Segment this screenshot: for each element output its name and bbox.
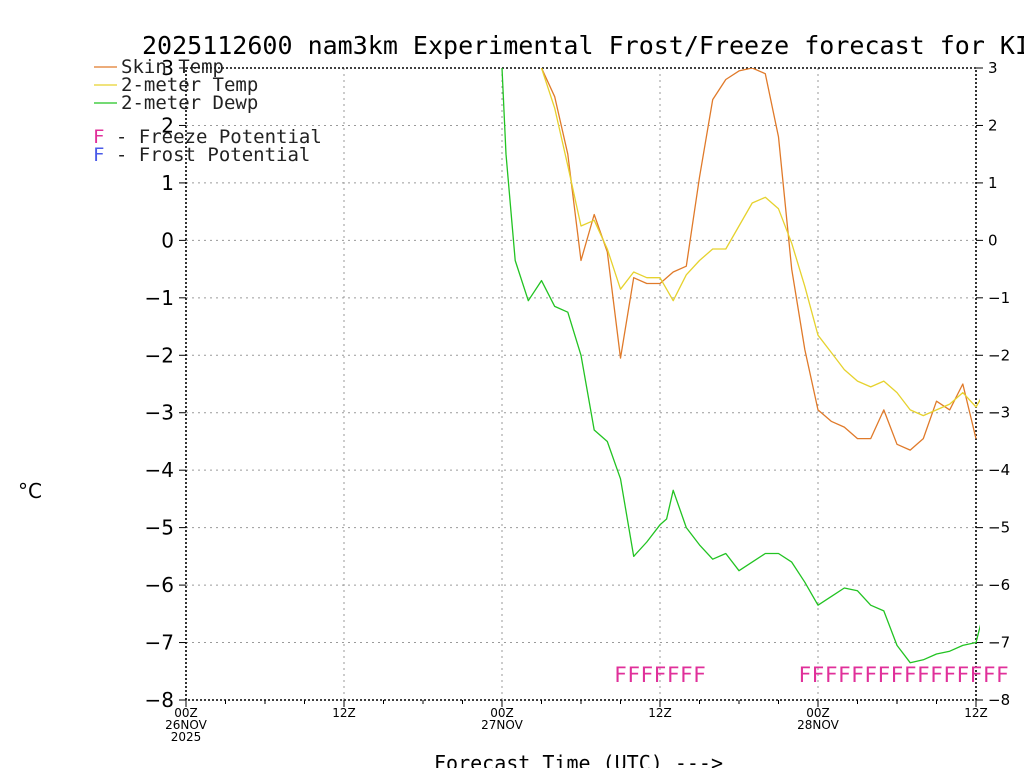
freeze-flag: F [996, 663, 1009, 687]
y-tick-label-left: −3 [145, 401, 174, 425]
y-tick-label-right: −5 [988, 519, 1010, 537]
series-line-skin-temp [540, 68, 977, 451]
freeze-flag: F [864, 663, 877, 687]
series-line-2-meter-temp [540, 68, 980, 417]
y-tick-label-left: −7 [145, 631, 174, 655]
y-tick-label-right: 0 [988, 231, 998, 249]
legend-flag-entry: F - Freeze Potential [93, 126, 322, 148]
legend-label: 2-meter Dewp [121, 92, 258, 114]
freeze-flag: F [891, 663, 904, 687]
x-tick-label: 12Z [332, 706, 356, 720]
y-tick-label-left: −6 [145, 573, 174, 597]
y-tick-label-right: 3 [988, 59, 998, 77]
x-tick-label: 28NOV [797, 718, 839, 732]
freeze-flag: F [641, 663, 654, 687]
y-tick-label-right: −7 [988, 634, 1010, 652]
x-tick-label: 00Z [174, 706, 198, 720]
freeze-flag: F [970, 663, 983, 687]
legend-flag-entry: F - Frost Potential [93, 144, 310, 166]
legend-label: Skin Temp [121, 56, 224, 78]
y-tick-label-right: −8 [988, 691, 1010, 709]
freeze-flag: F [614, 663, 627, 687]
x-tick-label: 00Z [490, 706, 514, 720]
y-axis-right: 3 2 1 0 −1 −2 −3 −4 −5 −6 −7 −8 [988, 59, 1010, 709]
y-tick-label-right: −2 [988, 346, 1010, 364]
y-tick-label-left: −4 [145, 458, 174, 482]
freeze-flag: F [957, 663, 970, 687]
freeze-flag: F [917, 663, 930, 687]
legend-flag-text: - Frost Potential [104, 144, 310, 166]
y-tick-label-left: 1 [161, 171, 174, 195]
y-tick-label-right: 2 [988, 116, 998, 134]
y-axis-label: °C [18, 479, 42, 503]
y-tick-label-right: −1 [988, 289, 1010, 307]
y-tick-label-right: −3 [988, 404, 1010, 422]
legend-flag-symbol: F [93, 126, 104, 148]
plot-frame [185, 67, 977, 701]
freeze-flag: F [812, 663, 825, 687]
series-lines [501, 68, 980, 664]
freeze-flag: F [627, 663, 640, 687]
legend-flag-text: - Freeze Potential [104, 126, 321, 148]
series-line-2-meter-dewp [501, 68, 980, 664]
freeze-flag: F [838, 663, 851, 687]
freeze-flag: F [904, 663, 917, 687]
x-tick-label: 12Z [964, 706, 988, 720]
freeze-flag: F [680, 663, 693, 687]
legend-label: 2-meter Temp [121, 74, 258, 96]
freeze-flag: F [983, 663, 996, 687]
y-tick-label-left: −1 [145, 286, 174, 310]
freeze-flag: F [878, 663, 891, 687]
x-tick-label: 27NOV [481, 718, 523, 732]
freeze-flag: F [930, 663, 943, 687]
freeze-flag: F [654, 663, 667, 687]
y-tick-label-right: −4 [988, 461, 1010, 479]
y-tick-label-left: −2 [145, 343, 174, 367]
x-axis-label: Forecast Time (UTC) ---> [434, 751, 723, 768]
plot-axes [179, 67, 983, 707]
y-tick-label-right: −6 [988, 576, 1010, 594]
y-tick-label-left: −8 [145, 688, 174, 712]
y-tick-label-left: 3 [161, 56, 174, 80]
x-tick-label: 12Z [648, 706, 672, 720]
freeze-flag: F [693, 663, 706, 687]
freeze-flag: F [943, 663, 956, 687]
freeze-flag: F [825, 663, 838, 687]
y-tick-label-right: 1 [988, 174, 998, 192]
y-axis-left: 3 2 1 0 −1 −2 −3 −4 −5 −6 −7 −8 [145, 56, 174, 712]
y-tick-label-left: 2 [161, 113, 174, 137]
x-tick-label: 2025 [171, 730, 202, 744]
x-tick-label: 26NOV [165, 718, 207, 732]
freeze-flag: F [799, 663, 812, 687]
freeze-flag: F [851, 663, 864, 687]
y-tick-label-left: 0 [161, 228, 174, 252]
legend-flag-symbol: F [93, 144, 104, 166]
freeze-flag: F [667, 663, 680, 687]
y-tick-label-left: −5 [145, 516, 174, 540]
x-tick-label: 00Z [806, 706, 830, 720]
chart-title: 2025112600 nam3km Experimental Frost/Fre… [142, 31, 1024, 60]
